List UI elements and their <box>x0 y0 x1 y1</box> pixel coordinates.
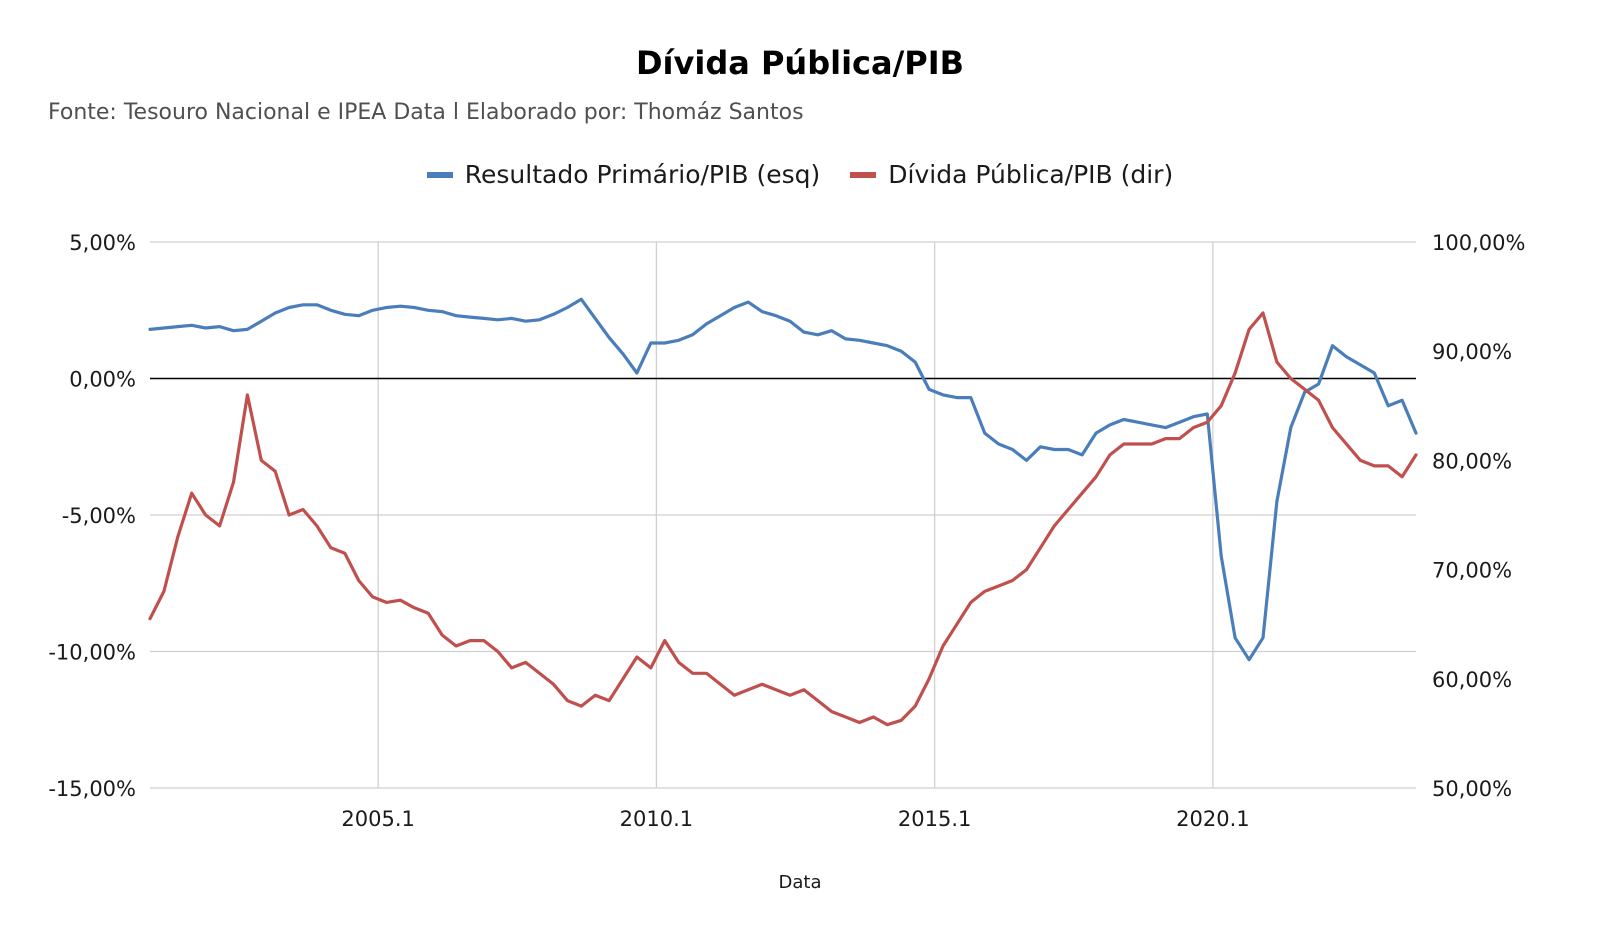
y-right-tick-label: 50,00% <box>1432 777 1512 801</box>
x-tick-label: 2010.1 <box>620 807 693 831</box>
y-right-tick-label: 60,00% <box>1432 668 1512 692</box>
legend-swatch-public-debt <box>850 171 877 178</box>
y-right-tick-label: 70,00% <box>1432 559 1512 583</box>
legend-item-public-debt: Dívida Pública/PIB (dir) <box>850 160 1173 189</box>
y-right-tick-label: 90,00% <box>1432 340 1512 364</box>
y-left-tick-label: 5,00% <box>69 231 136 255</box>
legend-label-primary-result: Resultado Primário/PIB (esq) <box>464 160 821 189</box>
x-tick-label: 2005.1 <box>341 807 414 831</box>
series-line-primary-result <box>148 297 1418 662</box>
legend: Resultado Primário/PIB (esq) Dívida Públ… <box>0 160 1600 189</box>
legend-item-primary-result: Resultado Primário/PIB (esq) <box>426 160 821 189</box>
chart-title: Dívida Pública/PIB <box>635 44 965 82</box>
legend-label-public-debt: Dívida Pública/PIB (dir) <box>888 160 1174 189</box>
x-tick-label: 2020.1 <box>1176 807 1249 831</box>
legend-swatch-primary-result <box>426 171 453 178</box>
y-left-tick-label: 0,00% <box>69 368 136 392</box>
series-line-public-debt <box>148 311 1418 727</box>
y-right-tick-label: 80,00% <box>1432 449 1512 473</box>
x-tick-label: 2015.1 <box>898 807 971 831</box>
y-left-tick-label: -5,00% <box>62 504 136 528</box>
y-left-tick-label: -15,00% <box>48 777 136 801</box>
x-axis-label: Data <box>778 872 822 893</box>
y-left-tick-label: -10,00% <box>48 641 136 665</box>
chart-subtitle: Fonte: Tesouro Nacional e IPEA Data l El… <box>48 100 804 125</box>
y-right-tick-label: 100,00% <box>1432 231 1525 255</box>
